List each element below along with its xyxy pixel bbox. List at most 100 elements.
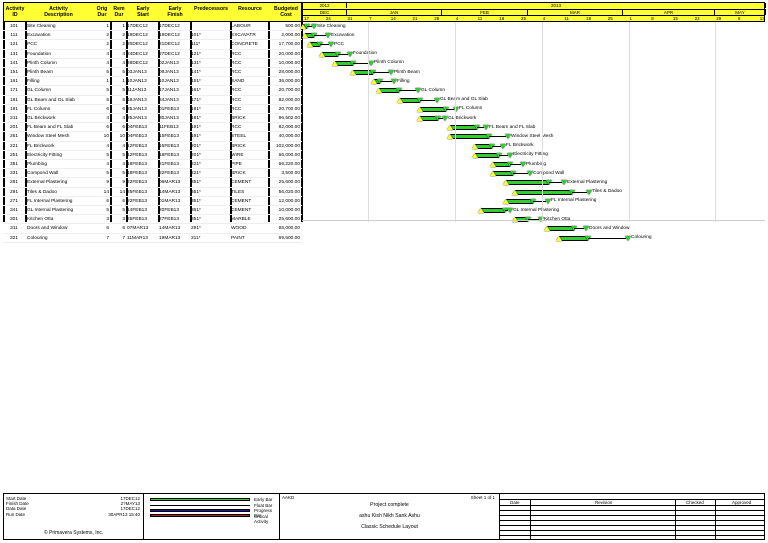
rev-line — [500, 510, 764, 511]
cell-res: STEEL — [231, 134, 247, 140]
cell-pred: 191* — [191, 125, 201, 131]
float-bar — [353, 62, 369, 64]
cell-id: 151 — [9, 70, 18, 75]
table-row[interactable]: 191 FL Column 6 6 25JAN13 01FEB13 181* RCC 20,70… — [3, 105, 302, 114]
bar-label: GL Column — [421, 87, 446, 93]
week-label: 21 — [412, 16, 418, 21]
table-row[interactable]: 201 FL Beam and FL Slab 6 6 04FEB13 11FEB13 19… — [3, 123, 302, 133]
cell-finish: 18FEB13 — [159, 152, 180, 158]
legend-swatch — [150, 497, 250, 501]
header-line: Orig — [96, 6, 108, 12]
early-bar[interactable] — [559, 235, 588, 241]
cell-id: 261 — [9, 134, 18, 140]
header-line: Finish — [167, 12, 183, 18]
cell-pred: 311* — [191, 235, 201, 241]
cell-desc: Electricity Fitting — [27, 152, 62, 158]
year-label: 2012 — [303, 3, 347, 8]
cell-cost: 96,502.00 — [278, 116, 300, 121]
cell-orig: 2 — [106, 33, 109, 39]
cell-id: 211 — [10, 116, 18, 121]
rev-header-revision: Revision — [595, 500, 613, 505]
legend-swatch — [150, 508, 250, 512]
cell-pred: 131* — [191, 60, 201, 66]
cell-cost: 25,600.00 — [278, 217, 300, 223]
table-row[interactable]: 331 Compond Wall 5 5 18FEB13 22FEB13 221* BRICK… — [3, 169, 302, 179]
late-finish-triangle-icon — [527, 171, 533, 177]
cell-start: 04FEB13 — [127, 134, 148, 140]
gridline — [454, 22, 456, 222]
table-row[interactable]: 101 Site Cleaning 1 1 17DEC12 17DEC12 LABOUR 50… — [3, 22, 302, 32]
table-row[interactable]: 131 Foundation 4 4 24DEC12 27DEC12 121* RCC 20,0… — [3, 50, 302, 59]
start-triangle-icon — [478, 208, 484, 213]
table-row[interactable]: 291 Tiles & Dadoo 14 14 25FEB13 14MAR13 351* TI… — [3, 188, 302, 197]
cell-orig: 6 — [106, 198, 109, 204]
cell-finish: 17DEC12 — [159, 24, 180, 29]
cell-pred: 351* — [191, 217, 201, 223]
float-bar — [446, 108, 454, 110]
bar-label: FL Internal Plastering — [551, 198, 597, 204]
float-bar — [588, 237, 626, 239]
table-row[interactable]: 181 GL Beam and GL Slab 5 5 18JAN13 24JAN13 17… — [3, 96, 302, 105]
cell-finish: 21DEC12 — [159, 42, 180, 48]
table-row[interactable]: 211 GL Brickwork 4 4 25JAN13 30JAN13 181* BRICK… — [3, 114, 302, 124]
cell-res: SAND — [231, 79, 245, 85]
start-triangle-icon — [376, 88, 382, 94]
early-bar[interactable] — [515, 189, 572, 195]
column-divider — [126, 22, 128, 222]
rev-line — [500, 505, 764, 506]
float-bar — [307, 26, 312, 27]
table-row[interactable]: 301 Kitchen Otta 3 3 25FEB13 27FEB13 351* MARBL… — [3, 215, 302, 225]
month-label: JAN — [347, 9, 442, 15]
table-row[interactable]: 161 Filling 1 1 10JAN13 10JAN13 151* SAND 36,000… — [3, 77, 302, 87]
cell-rem: 5 — [122, 88, 125, 94]
table-row[interactable]: 341 GL Internal Plastering 5 5 14FEB13 20FEB1… — [3, 206, 302, 216]
table-row[interactable]: 261 Window Steel Mesh 10 10 04FEB13 15FEB13 19… — [3, 132, 302, 142]
late-finish-triangle-icon — [391, 79, 397, 85]
table-row[interactable]: 311 Doors and Window 6 6 07MAR13 14MAR13 291* W… — [3, 224, 302, 234]
early-bar[interactable] — [547, 226, 574, 232]
table-row[interactable]: 221 FL Brickwork 4 4 12FEB13 15FEB13 201* BRICK… — [3, 142, 302, 151]
cell-rem: 6 — [122, 125, 125, 131]
table-row[interactable]: 111 Excavation 2 2 18DEC12 19DEC12 101* EXCAVAT… — [3, 31, 302, 41]
cell-rem: 4 — [122, 143, 125, 149]
header-line: Early — [136, 6, 150, 12]
table-row[interactable]: 251 Electricity Fitting 5 5 12FEB13 18FEB13 20… — [3, 151, 302, 160]
cell-start: 11MAR13 — [127, 235, 148, 241]
cell-desc: GL Beam and GL Slab — [27, 97, 75, 103]
table-row[interactable]: 151 Plinth Beam 5 5 03JAN13 09JAN13 141* RCC 28,… — [3, 68, 302, 78]
cell-id: 221 — [9, 143, 18, 149]
dates-section: Start Date 17DEC12 Finish Date 2?MAY13 Data … — [4, 494, 144, 539]
cell-desc: Excavation — [27, 33, 51, 39]
cell-orig: 6 — [106, 226, 109, 232]
cell-rem: 6 — [122, 198, 125, 204]
rev-line — [500, 499, 764, 500]
table-row[interactable]: 141 Plinth Column 4 4 28DEC12 02JAN13 131* RCC 1… — [3, 59, 302, 68]
bar-label: Colouring — [631, 235, 652, 241]
cell-pred: 121* — [191, 51, 201, 57]
bar-label: FL Brickwork — [506, 143, 534, 149]
table-row[interactable]: 351 Plumbing 4 4 18FEB13 21FEB13 221* PIPE 66,22… — [3, 160, 302, 170]
table-row[interactable]: 121 PCC 2 2 20DEC12 21DEC12 111* CONCRETE 17,700… — [3, 40, 302, 50]
title-line-2: ashu Kish Nikh Sank Ashu — [359, 513, 420, 519]
cell-id: 131 — [9, 51, 18, 57]
early-bar[interactable] — [506, 198, 533, 204]
cell-start: 10JAN13 — [127, 79, 147, 85]
table-row[interactable]: 321 Colouring 7 7 11MAR13 19MAR13 311* PAINT 69,… — [3, 234, 302, 243]
cell-res: BRICK — [231, 116, 246, 121]
rev-line — [500, 530, 764, 531]
cell-finish: 17JAN13 — [159, 88, 179, 94]
cell-desc: Plinth Beam — [27, 70, 53, 75]
header-activity-id: Activity ID — [4, 3, 26, 22]
table-row[interactable]: 271 FL Internal Plastering 6 6 22FEB13 01MAR1… — [3, 197, 302, 206]
cell-start: 07MAR13 — [127, 226, 149, 232]
cell-res: TILES — [231, 189, 245, 195]
cell-desc: Kitchen Otta — [27, 217, 54, 223]
cell-finish: 24JAN13 — [159, 97, 179, 103]
schedule-page: Activity ID Activity Description Orig Dur R… — [3, 2, 766, 540]
cell-pred: 351* — [191, 189, 201, 195]
table-row[interactable]: 171 GL Column 5 5 11JAN13 17JAN13 161* RCC 20,70… — [3, 86, 302, 96]
cell-id: 251 — [9, 152, 18, 158]
late-finish-triangle-icon — [483, 125, 489, 131]
cell-rem: 4 — [122, 162, 125, 167]
table-row[interactable]: 281 External Plastering 9 9 22FEB13 06MAR13 35… — [3, 178, 302, 188]
